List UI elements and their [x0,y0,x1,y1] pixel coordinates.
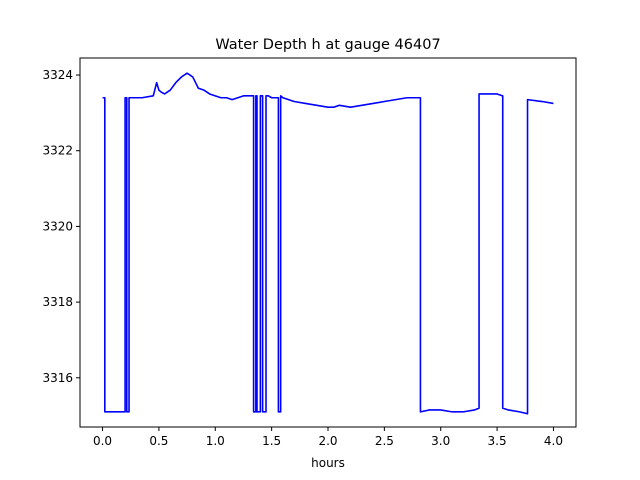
y-axis: 3316 3318 3320 3322 3324 [42,68,80,385]
y-tick-label: 3324 [42,68,73,82]
y-tick-label: 3320 [42,219,73,233]
x-tick-label: 4.0 [544,434,563,448]
x-tick-label: 3.5 [488,434,507,448]
x-tick-label: 0.0 [93,434,112,448]
x-tick-label: 1.5 [262,434,281,448]
x-axis-label: hours [311,456,345,470]
x-tick-label: 1.0 [206,434,225,448]
x-tick-label: 3.0 [431,434,450,448]
plot-area [102,72,554,415]
x-tick-label: 0.5 [149,434,168,448]
series-line-0 [102,72,554,415]
y-tick-label: 3318 [42,295,73,309]
chart-title: Water Depth h at gauge 46407 [215,37,440,53]
x-axis: 0.0 0.5 1.0 1.5 2.0 2.5 3.0 3.5 4.0 [93,427,563,448]
x-tick-label: 2.5 [375,434,394,448]
y-tick-label: 3322 [42,144,73,158]
y-tick-label: 3316 [42,371,73,385]
x-tick-label: 2.0 [318,434,337,448]
